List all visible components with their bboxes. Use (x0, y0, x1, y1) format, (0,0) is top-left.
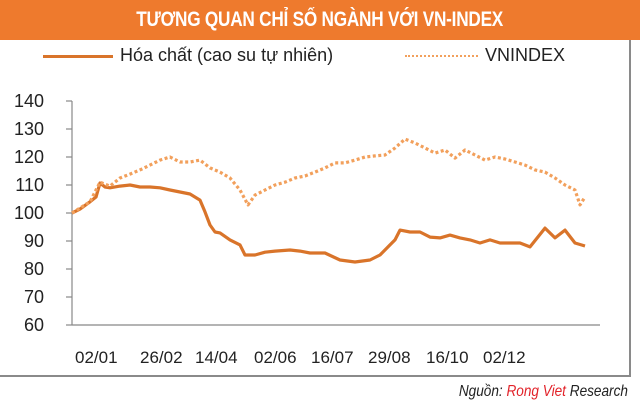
chart-title: TƯƠNG QUAN CHỈ SỐ NGÀNH VỚI VN-INDEX (136, 8, 504, 31)
x-tick-label: 02/12 (483, 348, 526, 367)
series-hoa-chat-line (71, 181, 586, 264)
chart-title-bar: TƯƠNG QUAN CHỈ SỐ NGÀNH VỚI VN-INDEX (0, 0, 640, 40)
legend-solid-line-icon (43, 55, 113, 58)
y-tick-label: 130 (14, 119, 44, 139)
y-tick-label: 60 (24, 315, 44, 335)
y-tick-label: 100 (14, 203, 44, 223)
x-tick-label: 16/07 (311, 348, 354, 367)
chart-legend: Hóa chất (cao su tự nhiên) VNINDEX (0, 44, 630, 68)
series-vnindex-line (71, 137, 587, 215)
legend-label-hoa-chat: Hóa chất (cao su tự nhiên) (120, 45, 334, 65)
y-tick-label: 80 (24, 259, 44, 279)
chart-series (71, 137, 587, 264)
source-prefix: Nguồn: (458, 383, 507, 400)
x-tick-label: 02/06 (254, 348, 297, 367)
legend-dotted-line-icon (405, 55, 478, 57)
y-tick-label: 90 (24, 231, 44, 251)
frame-border-right (629, 40, 631, 377)
x-tick-label: 26/02 (140, 348, 183, 367)
y-tick-label: 140 (14, 91, 44, 111)
x-axis: 02/01 26/02 14/04 02/06 16/07 29/08 16/10 02/12 (72, 324, 600, 367)
source-note: Nguồn: Rong Viet Research (459, 383, 628, 401)
y-tick-label: 70 (24, 287, 44, 307)
source-brand: Rong Viet (506, 383, 567, 400)
legend-label-vnindex: VNINDEX (485, 45, 566, 65)
x-tick-label: 02/01 (75, 348, 118, 367)
x-tick-label: 29/08 (368, 348, 411, 367)
y-tick-label: 110 (15, 175, 44, 195)
y-axis: 60 70 80 90 100 110 120 130 140 (14, 91, 73, 335)
y-tick-label: 120 (14, 147, 44, 167)
x-tick-label: 16/10 (426, 348, 469, 367)
source-suffix: Research (566, 383, 628, 400)
x-tick-label: 14/04 (195, 348, 238, 367)
frame-border-bottom (0, 375, 631, 377)
